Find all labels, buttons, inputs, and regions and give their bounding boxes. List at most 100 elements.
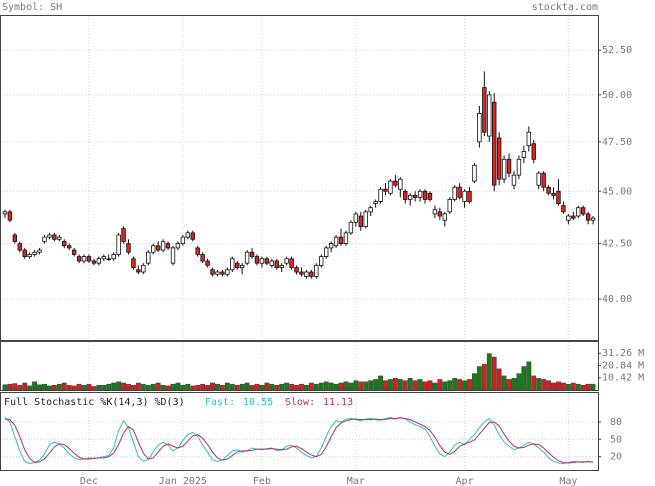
volume-bar <box>363 381 369 391</box>
y-tick-label: 31.26 M <box>602 348 644 359</box>
volume-bar <box>91 386 97 391</box>
candle-body <box>7 211 13 221</box>
candle-body <box>244 251 250 264</box>
candle-body <box>101 256 106 260</box>
candle-body <box>462 190 467 202</box>
volume-bar <box>121 382 126 391</box>
volume-bar <box>397 379 403 391</box>
fast-label: Fast: <box>205 397 235 408</box>
candle-body <box>492 101 497 186</box>
x-tick-label: Dec <box>80 476 98 486</box>
candle-body <box>160 241 166 251</box>
volume-bar <box>501 375 507 391</box>
volume-bar <box>254 383 260 391</box>
candle-body <box>323 247 329 257</box>
volume-panel <box>0 341 599 391</box>
candle-body <box>472 164 477 182</box>
x-tick-label: May <box>559 476 577 486</box>
y-tick-label: 50.00 <box>602 90 632 101</box>
candle-body <box>81 256 87 262</box>
y-tick-label: 10.42 M <box>602 373 644 384</box>
candle-body <box>319 256 324 266</box>
volume-bar <box>175 382 181 391</box>
volume-bar <box>22 382 28 391</box>
candle-body <box>264 258 270 264</box>
volume-bar <box>348 382 354 391</box>
candle-body <box>121 228 126 242</box>
candle-body <box>496 137 502 180</box>
volume-bar <box>106 383 112 391</box>
candle-body <box>155 245 161 251</box>
candle-body <box>205 260 210 266</box>
candle-body <box>195 247 200 255</box>
volume-bar <box>224 382 230 391</box>
volume-bar <box>12 383 18 391</box>
candle-body <box>447 199 452 213</box>
volume-bar <box>353 380 359 391</box>
candle-body <box>531 143 536 160</box>
candle-body <box>457 186 462 198</box>
volume-bar <box>126 383 131 391</box>
volume-bar <box>145 385 151 391</box>
candle-body <box>580 207 586 215</box>
volume-bar <box>81 385 87 391</box>
candle-body <box>343 232 349 244</box>
volume-bar <box>323 381 329 391</box>
volume-bar <box>279 383 285 391</box>
candle-body <box>136 269 141 273</box>
volume-bar <box>580 385 586 391</box>
volume-bar <box>432 382 438 391</box>
volume-bar <box>27 385 33 391</box>
candle-body <box>314 264 319 277</box>
candle-body <box>289 258 294 268</box>
volume-bar <box>234 385 240 391</box>
volume-bar <box>491 356 497 391</box>
candle-body <box>165 243 171 249</box>
candle-body <box>116 234 121 255</box>
candle-body <box>254 256 260 264</box>
candle-body <box>556 190 561 204</box>
candle-body <box>536 172 541 186</box>
candle-body <box>175 243 181 249</box>
x-tick-label: Jan 2025 <box>159 476 207 486</box>
volume-bar <box>526 361 532 391</box>
candle-body <box>86 256 92 262</box>
volume-bar <box>565 383 571 391</box>
candle-body <box>141 264 146 273</box>
candle-body <box>47 234 52 238</box>
volume-bar <box>200 383 206 391</box>
volume-bar <box>229 383 235 391</box>
candle-body <box>432 209 438 215</box>
candle-body <box>200 254 205 262</box>
stochastic-title: Full Stochastic %K(14,3) %D(3) <box>4 397 185 408</box>
volume-bar <box>66 385 72 391</box>
volume-bar <box>220 385 225 391</box>
volume-bar <box>358 381 364 391</box>
volume-bar <box>388 379 393 391</box>
volume-bar <box>269 383 275 391</box>
grid <box>1 16 598 470</box>
volume-bar <box>190 385 196 391</box>
slow-label: Slow: <box>285 397 315 408</box>
candle-body <box>106 258 111 260</box>
volume-bar <box>457 379 463 391</box>
volume-bar <box>378 375 383 391</box>
candle-body <box>333 236 339 247</box>
candle-body <box>422 190 428 200</box>
volume-bar <box>51 385 57 391</box>
candle-body <box>185 232 191 238</box>
volume-bar <box>437 379 443 391</box>
candle-body <box>398 178 403 190</box>
candle-body <box>417 190 423 198</box>
volume-bar <box>570 382 576 391</box>
volume-bar <box>17 385 23 391</box>
volume-bar <box>160 385 166 391</box>
volume-bar <box>447 380 453 391</box>
volume-bar <box>536 378 542 391</box>
volume-bar <box>205 385 210 391</box>
volume-bar <box>481 363 487 391</box>
volume-bar <box>338 382 344 391</box>
candle-body <box>170 247 176 264</box>
candle-body <box>516 158 522 176</box>
